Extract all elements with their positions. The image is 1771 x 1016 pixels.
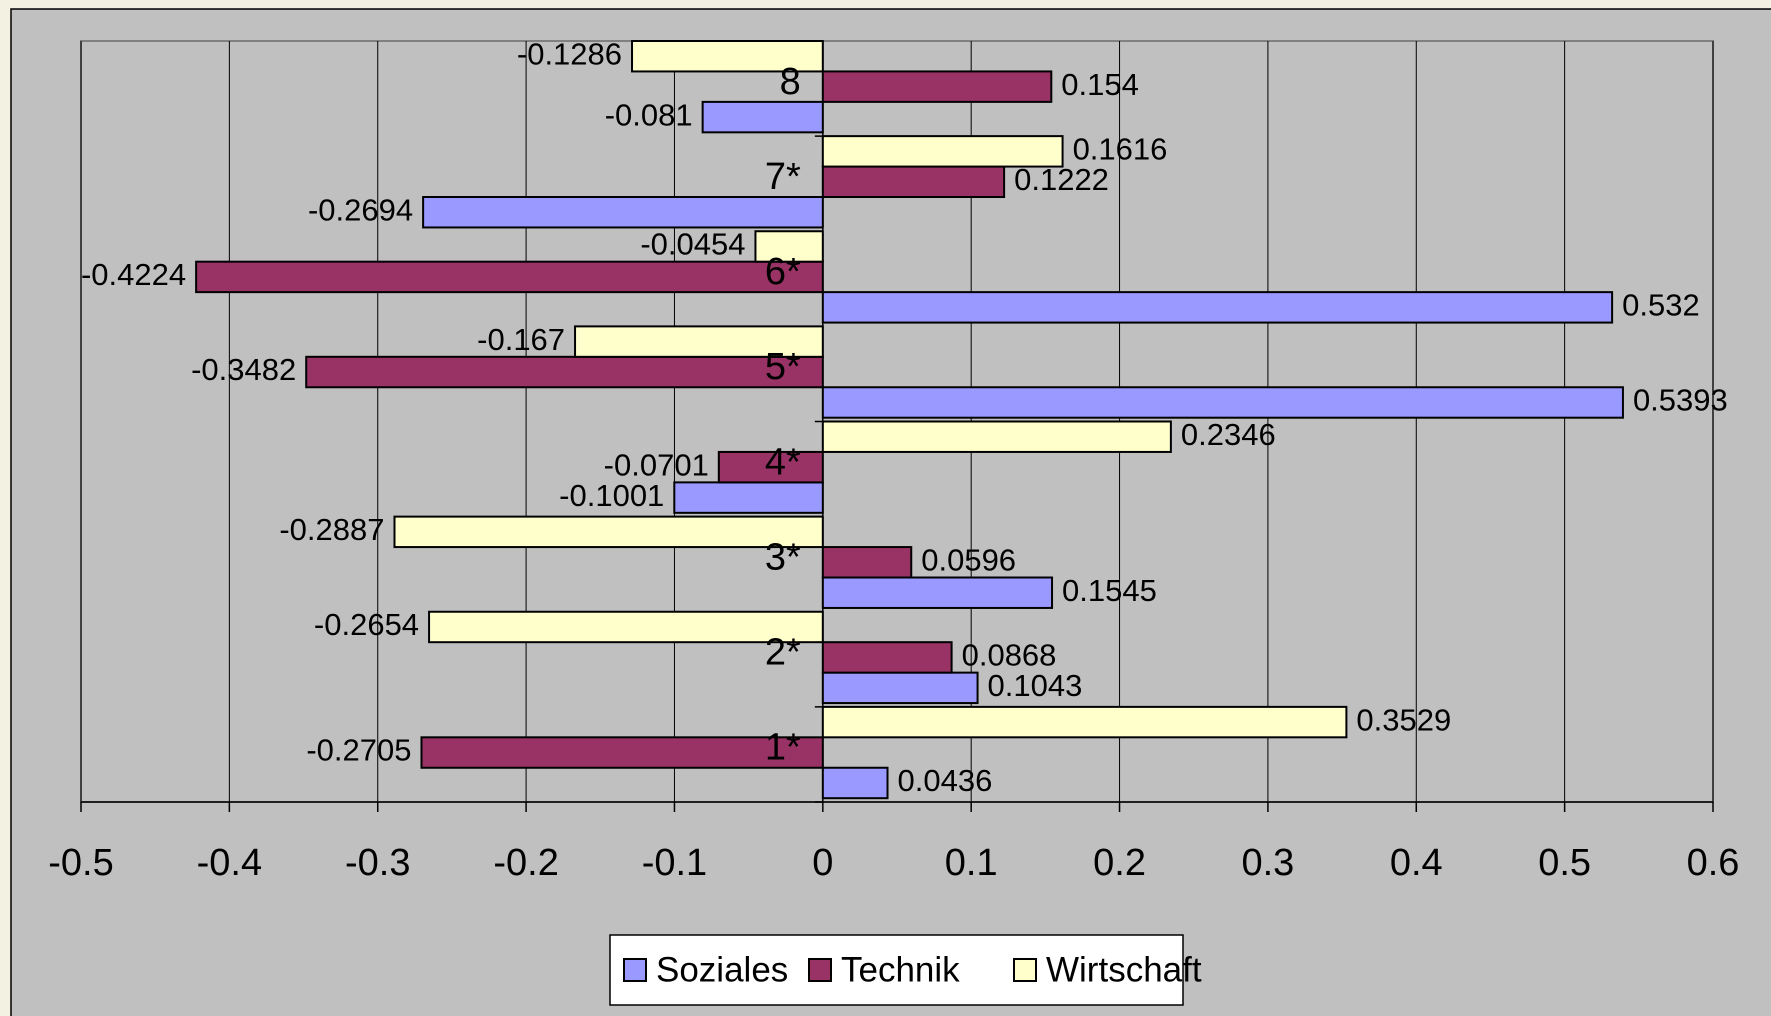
- data-label: 0.5393: [1633, 383, 1728, 418]
- bar: [673, 481, 824, 514]
- bar: [717, 450, 824, 484]
- x-tick-label: -0.1: [642, 842, 707, 884]
- bar: [821, 420, 1172, 453]
- bar: [821, 671, 979, 705]
- x-tick-label: 0.2: [1093, 842, 1146, 884]
- x-tick-label: 0: [812, 842, 833, 884]
- x-tick-label: -0.5: [48, 842, 113, 884]
- bar: [821, 135, 1064, 168]
- bar: [574, 325, 824, 358]
- bar: [821, 291, 1614, 324]
- data-label: 0.154: [1061, 67, 1139, 102]
- bar: [305, 355, 824, 389]
- x-tick-label: 0.4: [1390, 842, 1443, 884]
- data-label: -0.167: [477, 322, 565, 357]
- x-tick-label: 0.3: [1241, 842, 1294, 884]
- legend-label: Soziales: [656, 950, 788, 989]
- category-label: 4*: [765, 441, 801, 483]
- legend-label: Technik: [841, 950, 960, 989]
- category-label: 2*: [765, 632, 801, 674]
- category-label: 8: [780, 61, 801, 103]
- data-label: 0.532: [1622, 288, 1700, 323]
- bar: [821, 766, 889, 800]
- data-label: -0.2705: [306, 733, 411, 768]
- x-tick-label: 0.6: [1687, 842, 1740, 884]
- data-label: 0.0596: [921, 542, 1016, 577]
- x-tick-label: -0.3: [345, 842, 410, 884]
- data-label: -0.3482: [191, 352, 296, 387]
- bar: [821, 641, 953, 674]
- bar: [428, 610, 824, 644]
- x-tick-label: -0.4: [197, 842, 262, 884]
- bar: [821, 165, 1006, 199]
- legend-box: [609, 934, 1184, 1006]
- data-label: -0.2654: [314, 607, 419, 642]
- data-label: -0.2887: [279, 512, 384, 547]
- data-label: -0.081: [605, 97, 693, 132]
- data-label: 0.1043: [988, 668, 1083, 703]
- category-label: 7*: [765, 156, 801, 198]
- bar: [701, 100, 824, 134]
- bar: [821, 386, 1624, 419]
- legend-swatch: [623, 958, 647, 982]
- data-label: -0.0454: [640, 227, 745, 262]
- data-label: -0.2694: [308, 192, 413, 227]
- bar: [754, 230, 824, 263]
- data-label: -0.1286: [517, 36, 622, 71]
- bar: [422, 196, 824, 229]
- legend-swatch: [808, 958, 832, 982]
- data-label: 0.3529: [1356, 702, 1451, 737]
- category-label: 5*: [765, 346, 801, 388]
- category-label: 6*: [765, 251, 801, 293]
- x-tick-label: -0.2: [493, 842, 558, 884]
- bar: [821, 70, 1053, 103]
- legend-swatch: [1013, 958, 1037, 982]
- data-label: 0.1222: [1014, 162, 1109, 197]
- data-label: -0.1001: [559, 478, 664, 513]
- data-label: 0.0436: [898, 763, 993, 798]
- legend-label: Wirtschaft: [1046, 950, 1202, 989]
- data-label: -0.4224: [81, 257, 186, 292]
- category-label: 1*: [765, 727, 801, 769]
- bar: [393, 515, 824, 549]
- x-tick-label: 0.1: [945, 842, 998, 884]
- bar: [821, 705, 1348, 739]
- data-label: 0.1545: [1062, 573, 1157, 608]
- data-label: 0.0868: [962, 638, 1057, 673]
- x-tick-label: 0.5: [1538, 842, 1591, 884]
- bar: [420, 736, 824, 769]
- category-label: 3*: [765, 536, 801, 578]
- bar: [631, 40, 824, 73]
- data-label: 0.2346: [1181, 417, 1276, 452]
- bar: [195, 260, 824, 294]
- bar: [821, 546, 913, 579]
- data-label: 0.1616: [1073, 132, 1168, 167]
- bar: [821, 576, 1054, 609]
- data-label: -0.0701: [604, 447, 709, 482]
